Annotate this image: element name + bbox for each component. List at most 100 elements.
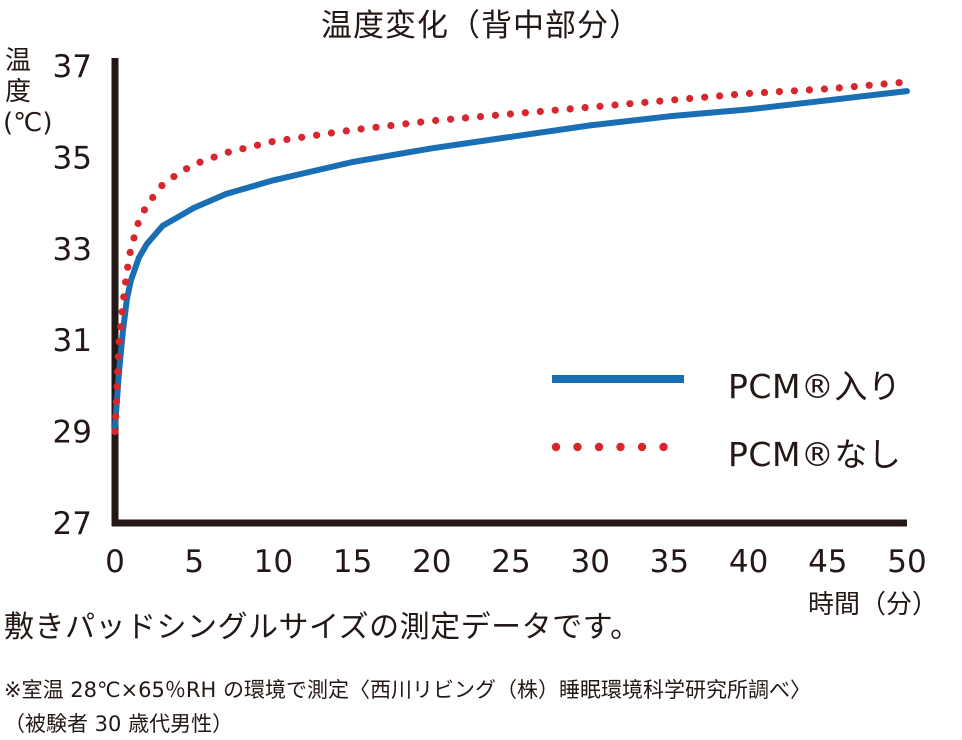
series-point-pcm-none bbox=[641, 98, 649, 106]
y-tick-label: 31 bbox=[53, 323, 92, 359]
series-point-pcm-none bbox=[140, 206, 148, 214]
series-point-pcm-none bbox=[656, 97, 664, 105]
legend-mark-dot bbox=[573, 442, 582, 452]
series-point-pcm-none bbox=[210, 153, 218, 161]
series-point-pcm-none bbox=[130, 234, 138, 242]
series-point-pcm-none bbox=[118, 308, 126, 316]
series-point-pcm-none bbox=[149, 193, 157, 202]
series-point-pcm-none bbox=[124, 263, 132, 271]
series-point-pcm-none bbox=[117, 323, 125, 331]
subject-note: （被験者 30 歳代男性） bbox=[4, 712, 234, 736]
series-point-pcm-none bbox=[115, 338, 123, 346]
series-point-pcm-none bbox=[596, 102, 604, 110]
series-point-pcm-none bbox=[790, 87, 799, 95]
series-point-pcm-none bbox=[461, 114, 470, 122]
series-point-pcm-none bbox=[551, 106, 559, 114]
legend-marks bbox=[551, 375, 684, 452]
x-tick-label: 10 bbox=[254, 544, 293, 580]
series-point-pcm-none bbox=[114, 368, 122, 376]
x-tick-label: 50 bbox=[887, 544, 926, 580]
x-tick-label: 0 bbox=[105, 544, 125, 580]
legend-mark-dot bbox=[637, 442, 647, 452]
x-tick-label: 15 bbox=[333, 544, 372, 580]
legend-label-solid: PCM®入り bbox=[728, 367, 902, 406]
series-point-pcm-none bbox=[120, 293, 128, 301]
axes bbox=[111, 58, 907, 527]
series-point-pcm-none bbox=[730, 91, 739, 99]
x-tick-label: 40 bbox=[729, 544, 768, 580]
series-point-pcm-none bbox=[895, 79, 903, 87]
series-point-pcm-none bbox=[447, 115, 455, 123]
series-point-pcm-none bbox=[820, 85, 829, 93]
series-point-pcm-none bbox=[253, 141, 262, 149]
series-point-pcm-none bbox=[581, 104, 589, 112]
legend-mark-dot bbox=[551, 442, 561, 452]
series-point-pcm-none bbox=[506, 110, 514, 118]
chart-title: 温度変化（背中部分） bbox=[321, 8, 641, 44]
series-point-pcm-none bbox=[268, 138, 276, 146]
legend-mark-dot bbox=[594, 442, 604, 452]
series-point-pcm-none bbox=[114, 353, 122, 361]
series-point-pcm-none bbox=[126, 248, 134, 256]
series-point-pcm-none bbox=[491, 111, 499, 119]
series-point-pcm-none bbox=[745, 89, 754, 97]
x-tick-label: 35 bbox=[650, 544, 689, 580]
measurement-note: 敷きパッドシングルサイズの測定データです。 bbox=[4, 610, 641, 645]
series-point-pcm-none bbox=[112, 398, 120, 406]
series-point-pcm-none bbox=[327, 129, 335, 137]
series-point-pcm-none bbox=[701, 93, 709, 101]
y-tick-label: 29 bbox=[53, 415, 92, 451]
series-group bbox=[111, 79, 910, 436]
x-tick-label: 5 bbox=[184, 544, 204, 580]
x-tick-label: 45 bbox=[808, 544, 847, 580]
series-point-pcm-none bbox=[476, 113, 485, 121]
series-point-pcm-none bbox=[183, 165, 191, 173]
series-point-pcm-none bbox=[671, 96, 679, 104]
y-tick-labels: 27 29 31 33 35 37 bbox=[53, 49, 92, 542]
series-point-pcm-none bbox=[536, 107, 544, 116]
x-tick-label: 20 bbox=[412, 544, 451, 580]
x-tick-labels: 0 5 10 15 20 25 30 35 40 45 50 bbox=[105, 544, 927, 580]
series-point-pcm-none bbox=[387, 122, 395, 130]
series-point-pcm-none bbox=[372, 123, 380, 131]
series-point-pcm-none bbox=[113, 383, 121, 391]
series-point-pcm-none bbox=[805, 86, 814, 94]
series-line-pcm-in bbox=[112, 88, 910, 430]
series-point-pcm-none bbox=[158, 182, 166, 190]
y-tick-label: 27 bbox=[53, 506, 92, 542]
x-tick-label: 30 bbox=[570, 544, 609, 580]
series-point-pcm-none bbox=[835, 84, 843, 92]
series-point-pcm-none bbox=[357, 125, 365, 133]
series-point-pcm-none bbox=[283, 135, 291, 144]
x-axis-label: 時間（分） bbox=[808, 590, 939, 620]
series-point-pcm-none bbox=[112, 413, 120, 421]
series-point-pcm-none bbox=[313, 131, 321, 139]
series-point-pcm-none bbox=[775, 88, 784, 96]
series-point-pcm-none bbox=[686, 94, 694, 103]
legend-mark-dot bbox=[616, 442, 625, 452]
y-tick-label: 35 bbox=[53, 140, 92, 176]
series-point-pcm-none bbox=[196, 158, 204, 166]
x-tick-label: 25 bbox=[491, 544, 530, 580]
condition-note: ※室温 28℃×65％RH の環境で測定〈西川リビング（株）睡眠環境科学研究所調… bbox=[4, 678, 811, 702]
series-point-pcm-none bbox=[626, 100, 634, 108]
series-point-pcm-none bbox=[298, 133, 306, 141]
series-point-pcm-none bbox=[111, 428, 119, 436]
series-point-pcm-none bbox=[760, 88, 769, 97]
series-point-pcm-none bbox=[865, 81, 873, 89]
series-point-pcm-none bbox=[170, 173, 178, 181]
series-point-pcm-none bbox=[239, 145, 247, 153]
y-tick-label: 37 bbox=[53, 49, 92, 85]
series-point-pcm-none bbox=[566, 105, 574, 113]
series-point-pcm-none bbox=[521, 109, 529, 117]
legend-label-dotted: PCM®なし bbox=[728, 435, 902, 474]
series-point-pcm-none bbox=[122, 278, 130, 286]
series-point-pcm-none bbox=[224, 148, 232, 156]
series-point-pcm-none bbox=[402, 120, 410, 128]
series-point-pcm-none bbox=[432, 116, 440, 125]
series-point-pcm-none bbox=[850, 83, 858, 91]
y-tick-label: 33 bbox=[53, 232, 92, 268]
series-point-pcm-none bbox=[611, 101, 619, 109]
series-point-pcm-none bbox=[134, 219, 142, 228]
